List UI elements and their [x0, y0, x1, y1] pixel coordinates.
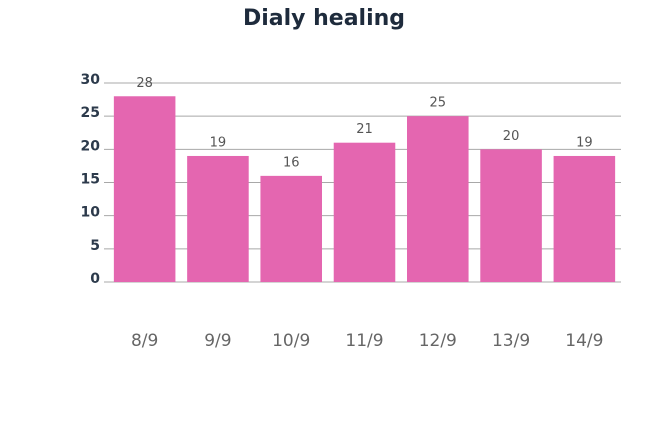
x-tick-label: 8/9	[131, 331, 158, 351]
x-tick-label: 14/9	[565, 331, 603, 351]
y-tick-label: 15	[81, 172, 100, 188]
y-tick-label: 30	[81, 72, 101, 88]
bar	[333, 142, 396, 282]
value-label: 21	[356, 122, 373, 137]
x-tick-label: 11/9	[345, 331, 383, 351]
x-tick-label: 13/9	[492, 331, 530, 351]
value-label: 28	[136, 76, 153, 91]
bar	[553, 155, 616, 282]
value-label: 19	[576, 135, 593, 150]
bar	[260, 175, 322, 282]
value-label: 19	[210, 135, 227, 150]
value-label: 16	[283, 155, 300, 170]
y-tick-label: 20	[81, 138, 101, 154]
bar	[187, 155, 249, 282]
y-tick-label: 25	[81, 105, 100, 121]
x-tick-label: 12/9	[419, 331, 457, 351]
y-tick-label: 5	[90, 238, 100, 254]
chart-title: Dialy healing	[243, 6, 405, 31]
y-tick-label: 0	[90, 271, 100, 287]
value-label: 25	[430, 96, 447, 111]
x-tick-label: 10/9	[272, 331, 310, 351]
bar	[113, 96, 176, 283]
x-tick-label: 9/9	[204, 331, 231, 351]
bar	[480, 149, 542, 282]
bar	[407, 116, 469, 283]
value-label: 20	[503, 129, 520, 144]
y-tick-label: 10	[81, 205, 101, 221]
